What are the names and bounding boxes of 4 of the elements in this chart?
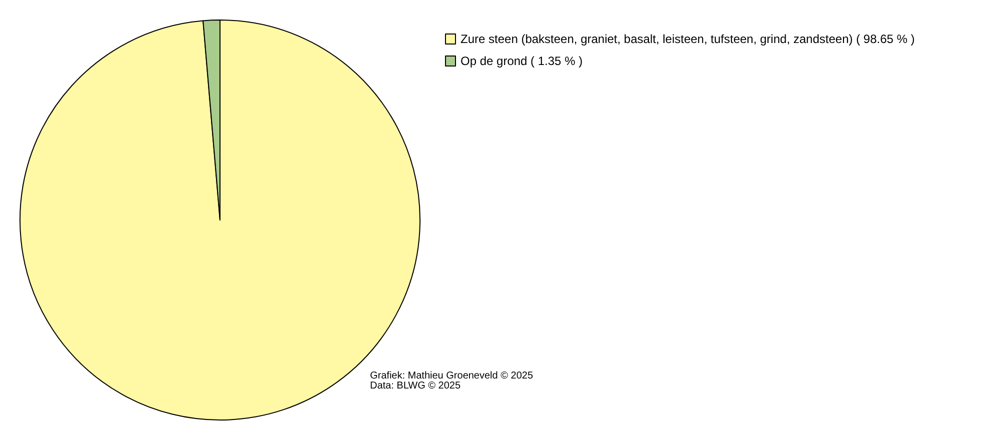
legend-label: Zure steen (baksteen, graniet, basalt, leisteen, tufsteen, grind, zandsteen) ( 98.65 % )	[460, 32, 915, 46]
legend-label: Op de grond ( 1.35 % )	[460, 54, 583, 68]
text: Grafiek: Mathieu Groeneveld © 2025	[370, 370, 534, 382]
text: Data: BLWG © 2025	[370, 380, 461, 392]
